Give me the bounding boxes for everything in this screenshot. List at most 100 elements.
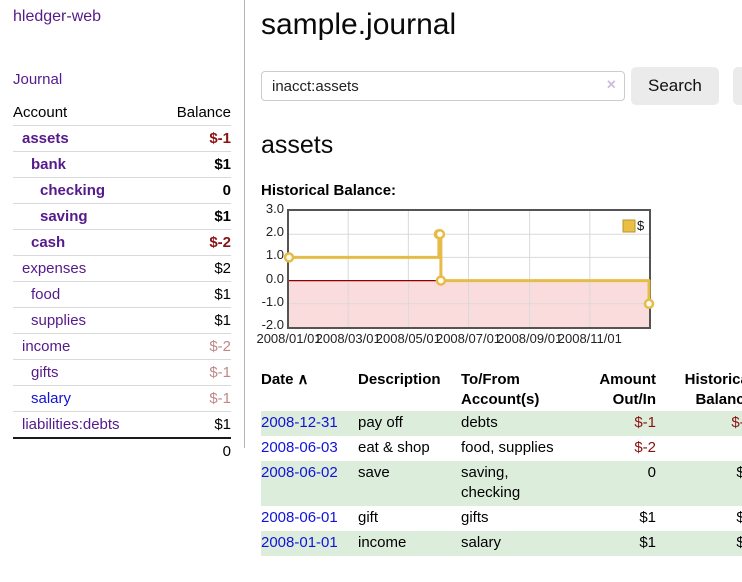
transaction-accounts-cell: gifts — [461, 509, 489, 526]
accounts-column-header: To/From Account(s) — [461, 371, 540, 408]
sidebar: hledger-web Journal Account Balance asse… — [0, 0, 245, 464]
y-axis-tick-label: 1.0 — [265, 247, 284, 263]
x-axis-tick-label: 2008/05/01 — [375, 331, 441, 346]
account-name-cell: saving — [13, 203, 158, 230]
help-button[interactable]: ? — [732, 67, 742, 105]
transaction-accounts-cell: salary — [461, 534, 502, 551]
description-column-header: Description — [358, 371, 441, 388]
sidebar-account-link[interactable]: food — [31, 286, 61, 303]
spacer — [13, 437, 158, 464]
account-balance-value: $1 — [157, 151, 231, 178]
account-name-cell: expenses — [13, 255, 158, 282]
balance-column-header-main: Historical Balance — [684, 371, 742, 408]
y-axis-tick-label: 3.0 — [265, 201, 284, 216]
transactions-table: Date ∧ Description To/From Account(s) Amo… — [261, 369, 742, 556]
transaction-date-cell: 2008-06-02 — [261, 461, 358, 506]
sidebar-account-link[interactable]: salary — [31, 390, 72, 407]
account-name-cell: cash — [13, 229, 158, 256]
transaction-description-cell: save — [358, 464, 390, 481]
page-title: sample.journal — [261, 8, 457, 41]
sidebar-account-row: cash $-2 — [13, 229, 231, 256]
account-name-cell: salary — [13, 385, 158, 412]
app-title: hledger-web — [13, 8, 231, 26]
account-balance-value: $-1 — [157, 359, 231, 386]
transaction-date-link[interactable]: 2008-06-01 — [261, 509, 338, 526]
sidebar-account-link[interactable]: expenses — [22, 260, 87, 277]
sidebar-account-link[interactable]: liabilities:debts — [22, 416, 120, 433]
sidebar-account-link[interactable]: cash — [31, 234, 66, 251]
transaction-accounts-cell: food, supplies — [461, 439, 554, 456]
legend-label: $ — [637, 218, 645, 233]
account-total-balance: 0 — [157, 437, 231, 464]
transaction-balance-cell: $2 — [736, 509, 742, 526]
sidebar-account-link[interactable]: income — [22, 338, 71, 355]
sidebar-account-row: expenses $2 — [13, 255, 231, 282]
x-axis-tick-label: 2008/01/01 — [256, 331, 322, 346]
sort-ascending-icon: ∧ — [297, 371, 309, 388]
account-balance-value: $1 — [157, 203, 231, 230]
date-column-header[interactable]: Date ∧ — [261, 371, 309, 388]
legend-swatch — [622, 219, 636, 233]
transaction-date-link[interactable]: 2008-12-31 — [261, 414, 338, 431]
search-button[interactable]: Search — [631, 67, 719, 105]
transaction-date-link[interactable]: 2008-06-02 — [261, 464, 338, 481]
transaction-description-cell: income — [358, 534, 407, 551]
clear-search-icon[interactable]: × — [606, 76, 616, 94]
y-axis-tick-label: -2.0 — [261, 317, 284, 332]
sidebar-account-link[interactable]: checking — [40, 182, 106, 199]
transaction-accounts-cell: debts — [461, 414, 498, 431]
y-axis-tick-label: 0.0 — [265, 270, 284, 286]
sidebar-account-link[interactable]: saving — [40, 208, 88, 225]
sidebar-account-link[interactable]: supplies — [31, 312, 87, 329]
search-form: × Search ? — [261, 67, 742, 105]
account-heading: assets — [261, 131, 334, 159]
transaction-date-cell: 2008-06-01 — [261, 506, 358, 531]
sidebar-account-row: food $1 — [13, 281, 231, 308]
transaction-date-link[interactable]: 2008-06-03 — [261, 439, 338, 456]
data-point-marker — [435, 275, 447, 286]
transaction-balance-cell: 0 — [656, 436, 742, 461]
account-balance-value: 0 — [157, 177, 231, 204]
account-name-cell: liabilities:debts — [13, 411, 158, 438]
sidebar-account-row: gifts $-1 — [13, 359, 231, 386]
balance-column-header: Balance — [176, 104, 231, 121]
transaction-description-cell: eat & shop — [358, 439, 430, 456]
data-point-marker — [283, 252, 295, 263]
transaction-balance-cell: $-1 — [731, 414, 742, 431]
app-title-link[interactable]: hledger-web — [13, 8, 102, 25]
account-name-cell: checking — [13, 177, 158, 204]
main-content: sample.journal × Search ? assets Histori… — [245, 0, 742, 556]
sidebar-account-row: salary $-1 — [13, 385, 231, 412]
account-column-header: Account — [13, 104, 68, 121]
sidebar-account-link[interactable]: gifts — [31, 364, 59, 381]
account-balance-value: $-2 — [157, 229, 231, 256]
sidebar-account-tbody: assets $-1 bank $1 checking 0 saving $1 cash $-2 e… — [13, 125, 231, 438]
sidebar-account-row: liabilities:debts $1 — [13, 411, 231, 438]
sidebar-account-link[interactable]: bank — [31, 156, 67, 173]
transaction-date-link[interactable]: 2008-01-01 — [261, 534, 338, 551]
transaction-amount-cell: $-2 — [634, 439, 656, 456]
transaction-row: 2008-06-01 gift gifts $1 $2 — [261, 506, 742, 531]
account-balance-value: $1 — [157, 307, 231, 334]
sidebar-account-link[interactable]: assets — [22, 130, 69, 147]
transaction-date-cell: 2008-12-31 — [261, 411, 358, 436]
sidebar-account-row: income $-2 — [13, 333, 231, 360]
account-name-cell: supplies — [13, 307, 158, 334]
transactions-header-row: Date ∧ Description To/From Account(s) Amo… — [261, 369, 742, 411]
account-name-cell: assets — [13, 125, 158, 152]
chart-svg: $ — [283, 211, 655, 327]
search-input[interactable] — [261, 71, 625, 101]
x-axis-tick-label: 2008/09/01 — [497, 331, 563, 346]
x-axis-tick-label: 2008/03/01 — [315, 331, 381, 346]
app-layout: hledger-web Journal Account Balance asse… — [0, 0, 742, 556]
account-name-cell: income — [13, 333, 158, 360]
transaction-row: 2008-06-02 save saving, checking 0 $2 — [261, 461, 742, 506]
transaction-accounts-cell: saving, checking — [461, 464, 521, 501]
transaction-row: 2008-06-03 eat & shop food, supplies $-20 — [261, 436, 742, 461]
transaction-amount-cell: $-1 — [634, 414, 656, 431]
account-balance-value: $-2 — [157, 333, 231, 360]
sidebar-account-row: supplies $1 — [13, 307, 231, 334]
sidebar-item-journal[interactable]: Journal — [13, 71, 63, 88]
chart-plot-area: $ — [283, 209, 655, 329]
account-table-header-row: Account Balance — [13, 104, 231, 126]
